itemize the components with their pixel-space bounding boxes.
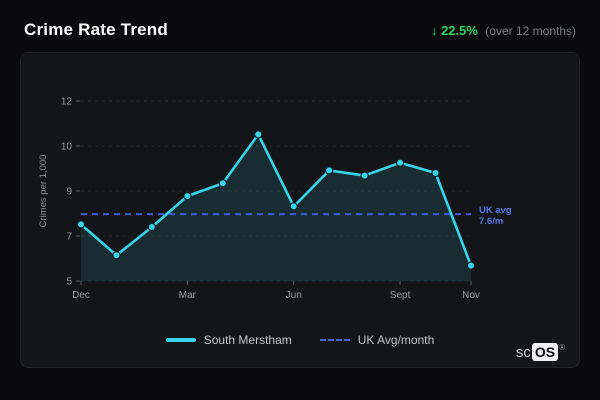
legend-label: South Merstham — [203, 333, 292, 347]
trend-delta: ↓ 22.5% — [430, 23, 478, 38]
svg-text:Crimes per 1,000: Crimes per 1,000 — [38, 155, 49, 228]
logo-registered-mark: ® — [559, 343, 565, 352]
trend-summary: ↓ 22.5% (over 12 months) — [431, 23, 576, 38]
svg-text:Mar: Mar — [179, 290, 197, 301]
svg-text:9: 9 — [66, 187, 72, 198]
svg-text:Dec: Dec — [72, 290, 90, 301]
svg-text:5: 5 — [66, 277, 72, 288]
legend-item-uk-avg[interactable]: UK Avg/month — [319, 333, 435, 347]
series-line-swatch — [165, 338, 196, 342]
svg-text:7.6/m: 7.6/m — [479, 216, 503, 227]
svg-text:Jun: Jun — [286, 290, 302, 301]
svg-text:UK avg: UK avg — [479, 205, 512, 216]
page-title: Crime Rate Trend — [24, 20, 168, 39]
chart-card: 12 10 9 7 5 Dec Mar Jun Sept Nov UK avg 7.6/m Crimes… — [20, 52, 580, 368]
legend-label: UK Avg/month — [357, 333, 435, 347]
chart-legend: South Merstham UK Avg/month — [35, 333, 565, 347]
svg-text:10: 10 — [61, 142, 73, 153]
legend-item-south-merstham[interactable]: South Merstham — [165, 333, 292, 347]
reference-line-swatch — [319, 339, 350, 341]
svg-text:Sept: Sept — [390, 290, 411, 301]
trend-period: (over 12 months) — [485, 24, 576, 38]
logo-prefix: sc — [515, 343, 531, 361]
svg-text:Nov: Nov — [462, 290, 480, 301]
page-header: Crime Rate Trend ↓ 22.5% (over 12 months… — [0, 0, 600, 52]
svg-text:12: 12 — [61, 97, 73, 108]
logo-box: OS — [531, 343, 559, 361]
svg-text:7: 7 — [66, 232, 72, 243]
scos-logo: sc OS ® — [516, 343, 565, 361]
